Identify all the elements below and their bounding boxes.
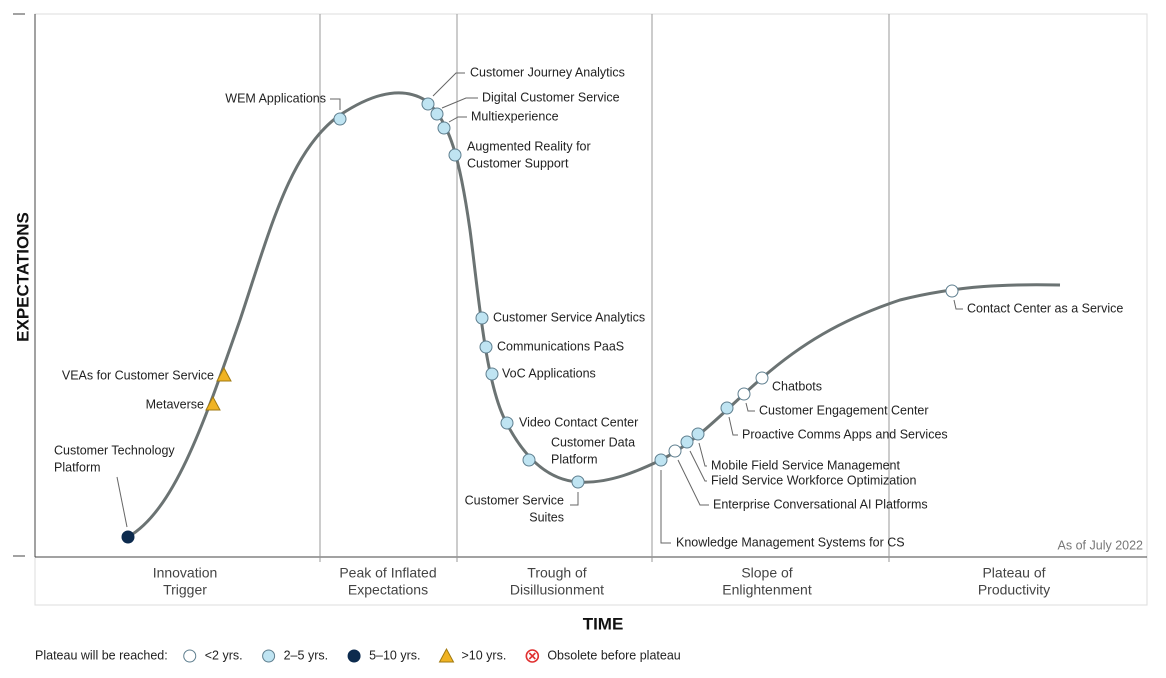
legend-label: >10 yrs. <box>462 648 507 662</box>
node-label: Communications PaaS <box>497 339 624 353</box>
node-label: Customer Service Analytics <box>493 310 645 324</box>
node-label: Metaverse <box>146 397 204 411</box>
marker <box>668 444 682 458</box>
marker <box>720 401 734 415</box>
marker <box>680 435 694 449</box>
phase-label: Trigger <box>163 582 207 598</box>
leader-line <box>116 476 128 528</box>
legend-label: 5–10 yrs. <box>369 648 420 662</box>
node-label: Mobile Field Service Management <box>711 458 901 472</box>
marker <box>333 112 347 126</box>
node-label: Suites <box>529 510 564 524</box>
marker <box>654 453 668 467</box>
node-label: Multiexperience <box>471 109 559 123</box>
marker <box>216 366 232 382</box>
marker <box>438 647 455 663</box>
leader-line <box>677 459 709 506</box>
marker <box>121 530 135 544</box>
phase-label: Enlightenment <box>722 582 812 598</box>
marker <box>755 371 769 385</box>
node-label: Platform <box>551 452 598 466</box>
node-label: Augmented Reality for <box>467 139 591 153</box>
marker <box>500 416 514 430</box>
phase-label: Productivity <box>978 582 1050 598</box>
marker <box>437 121 451 135</box>
leader-line <box>953 299 963 310</box>
leader-line <box>728 416 738 436</box>
node-label: Proactive Comms Apps and Services <box>742 427 948 441</box>
as-of-note: As of July 2022 <box>1058 538 1144 552</box>
marker <box>421 97 435 111</box>
node-label: Customer Data <box>551 435 635 449</box>
marker <box>183 649 197 663</box>
phase-label: Slope of <box>741 565 792 581</box>
y-axis-title: EXPECTATIONS <box>13 212 32 342</box>
marker <box>528 652 536 660</box>
node-label: Enterprise Conversational AI Platforms <box>713 497 928 511</box>
marker <box>205 395 221 411</box>
node-label: Video Contact Center <box>519 415 638 429</box>
node-label: Digital Customer Service <box>482 90 620 104</box>
phase-label: Trough of <box>527 565 587 581</box>
leader-line <box>698 442 707 467</box>
leader-line <box>660 470 671 544</box>
marker <box>485 367 499 381</box>
phase-label: Innovation <box>153 565 218 581</box>
node-label: Contact Center as a Service <box>967 301 1123 315</box>
legend-label: <2 yrs. <box>205 648 243 662</box>
marker <box>522 453 536 467</box>
leader-line <box>745 402 755 412</box>
marker <box>737 387 751 401</box>
node-label: Customer Service <box>465 493 564 507</box>
phase-label: Peak of Inflated <box>339 565 436 581</box>
legend-title: Plateau will be reached: <box>35 648 168 662</box>
leader-line <box>432 72 465 97</box>
marker <box>479 340 493 354</box>
marker <box>945 284 959 298</box>
phase-label: Disillusionment <box>510 582 604 598</box>
leader-line <box>570 492 579 506</box>
node-label: WEM Applications <box>225 91 326 105</box>
node-label: Field Service Workforce Optimization <box>711 473 916 487</box>
node-label: Customer Engagement Center <box>759 403 929 417</box>
leader-line <box>330 98 341 110</box>
marker <box>347 649 361 663</box>
leader-line <box>448 116 467 123</box>
marker <box>448 148 462 162</box>
node-label: Platform <box>54 460 101 474</box>
node-label: VEAs for Customer Service <box>62 368 214 382</box>
node-label: Knowledge Management Systems for CS <box>676 535 905 549</box>
node-label: VoC Applications <box>502 366 596 380</box>
legend-label: Obsolete before plateau <box>547 648 680 662</box>
node-label: Chatbots <box>772 379 822 393</box>
marker <box>475 311 489 325</box>
marker <box>430 107 444 121</box>
marker <box>691 427 705 441</box>
hype-curve <box>127 91 1061 539</box>
x-axis-title: TIME <box>583 614 624 633</box>
legend-label: 2–5 yrs. <box>284 648 328 662</box>
marker <box>262 649 276 663</box>
phase-label: Expectations <box>348 582 428 598</box>
node-label: Customer Journey Analytics <box>470 65 625 79</box>
leader-line <box>689 450 707 482</box>
marker <box>571 475 585 489</box>
leader-line <box>441 97 478 109</box>
node-label: Customer Support <box>467 156 569 170</box>
phase-label: Plateau of <box>982 565 1045 581</box>
node-label: Customer Technology <box>54 443 175 457</box>
